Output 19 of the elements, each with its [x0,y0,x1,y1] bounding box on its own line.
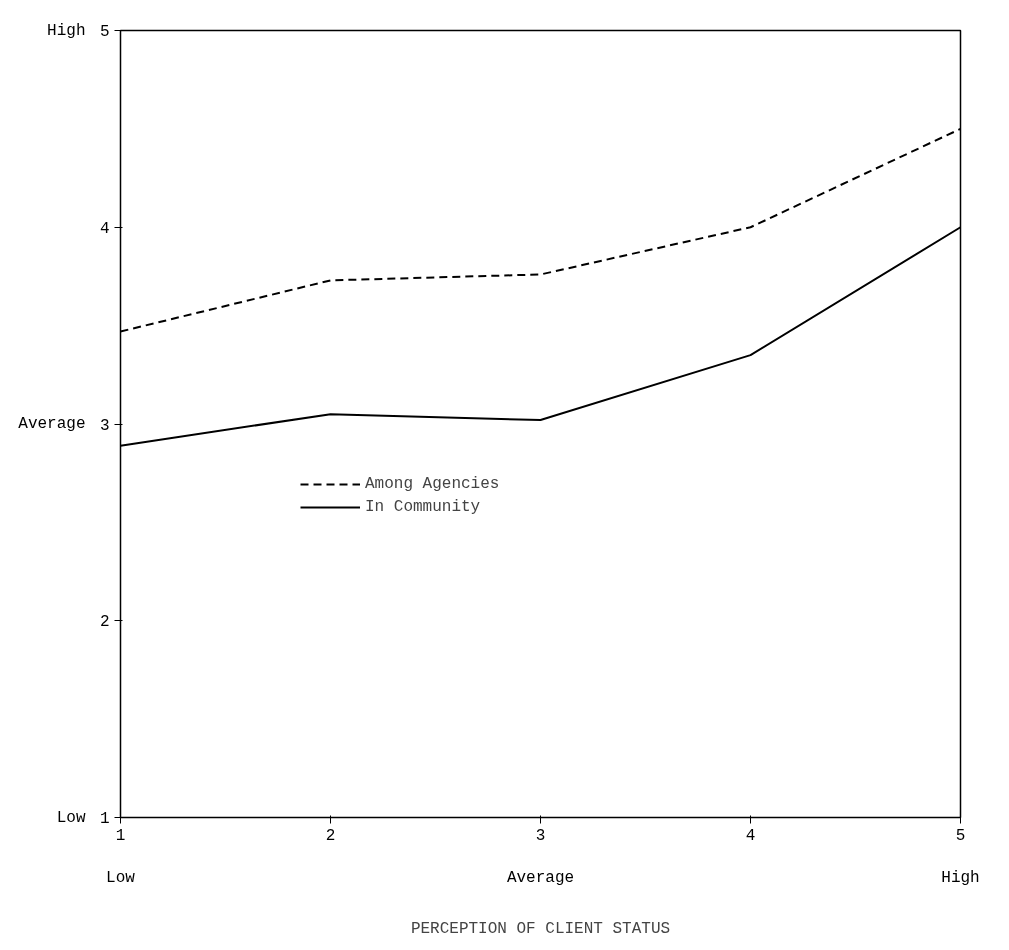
text: Low [56,808,86,827]
legend-label: Among Agencies [365,475,500,493]
x-tick-label: 1 [115,826,126,845]
x-tick-label: 3 [535,826,546,845]
x-axis-title: PERCEPTION OF CLIENT STATUS [410,919,671,938]
text: Low [106,868,136,887]
x-tick-label: 2 [325,826,336,845]
text: Average [506,868,575,887]
y-tick-label: 3 [99,416,110,435]
text: Average [18,415,86,433]
x-tick-label: 5 [955,826,966,845]
y-tick-label: 4 [99,219,110,238]
y-tick-label: 1 [99,810,110,828]
legend-label: In Community [365,498,481,516]
text: High [47,21,86,40]
text: High [941,868,980,887]
y-tick-label: 2 [99,613,110,632]
x-tick-label: 4 [745,826,756,845]
y-tick-label: 5 [99,23,110,41]
